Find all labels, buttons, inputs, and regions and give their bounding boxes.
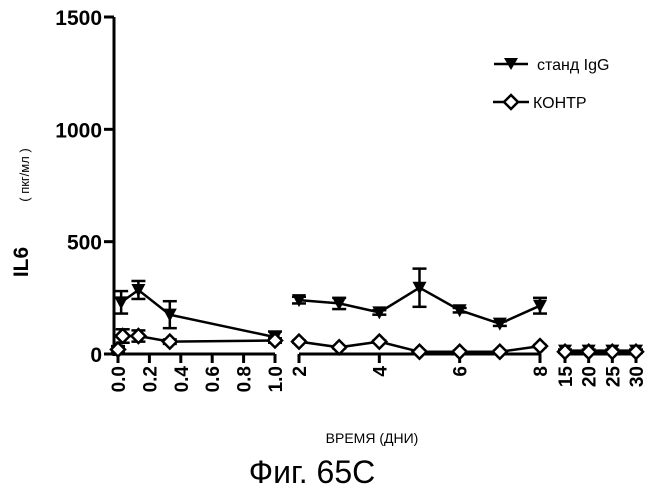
- x-tick-label: 15: [556, 366, 577, 388]
- legend-label-control: КОНТР: [533, 95, 587, 112]
- x-tick-label: 2: [290, 366, 311, 377]
- y-axis: 0 500 1000 1500: [55, 7, 116, 367]
- data-point-diamond: [109, 340, 127, 359]
- data-point-diamond: [113, 327, 132, 345]
- data-point-triangle: [412, 281, 427, 295]
- legend-item-control: КОНТР: [493, 93, 587, 112]
- x-tick-label: 20: [580, 366, 601, 387]
- data-point-diamond: [290, 332, 308, 351]
- legend-marker-triangle: [504, 58, 518, 70]
- data-point-triangle: [292, 294, 306, 308]
- y-tick-label: 1500: [55, 7, 102, 30]
- legend: станд IgG КОНТР: [493, 57, 609, 112]
- x-tick-label: 0.0: [109, 366, 130, 392]
- x-tick-label: 8: [531, 366, 552, 377]
- series-layer: [109, 267, 645, 361]
- legend-marker-diamond: [502, 93, 520, 111]
- legend-label-igg: станд IgG: [537, 57, 609, 74]
- y-tick-label: 0: [90, 344, 102, 367]
- data-point-triangle: [332, 297, 347, 311]
- data-point-diamond: [603, 342, 622, 361]
- data-point-triangle: [162, 308, 177, 322]
- data-point-diamond: [330, 338, 348, 357]
- y-tick-label: 500: [67, 232, 102, 255]
- data-point-diamond: [266, 331, 284, 350]
- data-point-diamond: [579, 342, 598, 361]
- y-axis-title: IL6: [10, 247, 33, 277]
- y-tick-label: 1000: [55, 119, 102, 142]
- data-point-triangle: [452, 304, 467, 318]
- data-point-diamond: [410, 342, 429, 361]
- x-tick-label: 30: [627, 366, 648, 387]
- data-point-triangle: [492, 317, 507, 331]
- data-point-diamond: [627, 342, 645, 361]
- x-axis: 0.0 0.2 0.4 0.6 0.8 1.0 2 4 6 8 15 20 25 30: [109, 352, 648, 393]
- data-point-diamond: [491, 342, 509, 361]
- data-point-diamond: [129, 327, 148, 345]
- x-axis-title: ВРЕМЯ (ДНИ): [326, 430, 419, 446]
- x-tick-label: 4: [370, 366, 391, 377]
- x-tick-label: 0.6: [203, 366, 224, 392]
- data-point-triangle: [114, 296, 129, 310]
- x-tick-label: 0.2: [140, 366, 161, 392]
- x-tick-label: 25: [603, 366, 624, 388]
- y-axis-unit: ( пкг/мл ): [17, 148, 32, 202]
- data-point-diamond: [556, 342, 574, 361]
- legend-item-igg: станд IgG: [494, 57, 609, 74]
- data-point-diamond: [161, 332, 179, 351]
- x-tick-label: 0.4: [172, 366, 193, 393]
- data-point-diamond: [450, 342, 469, 361]
- x-tick-label: 6: [451, 366, 472, 377]
- data-point-diamond: [531, 337, 549, 355]
- data-point-triangle: [372, 306, 387, 320]
- x-tick-label: 1.0: [266, 366, 287, 392]
- series-line: [120, 288, 276, 339]
- x-tick-label: 0.8: [235, 366, 256, 392]
- series-control: [109, 327, 645, 361]
- data-point-diamond: [370, 332, 389, 351]
- figure-caption: Фиг. 65C: [249, 454, 375, 490]
- data-point-triangle: [131, 283, 146, 297]
- data-point-triangle: [533, 299, 547, 313]
